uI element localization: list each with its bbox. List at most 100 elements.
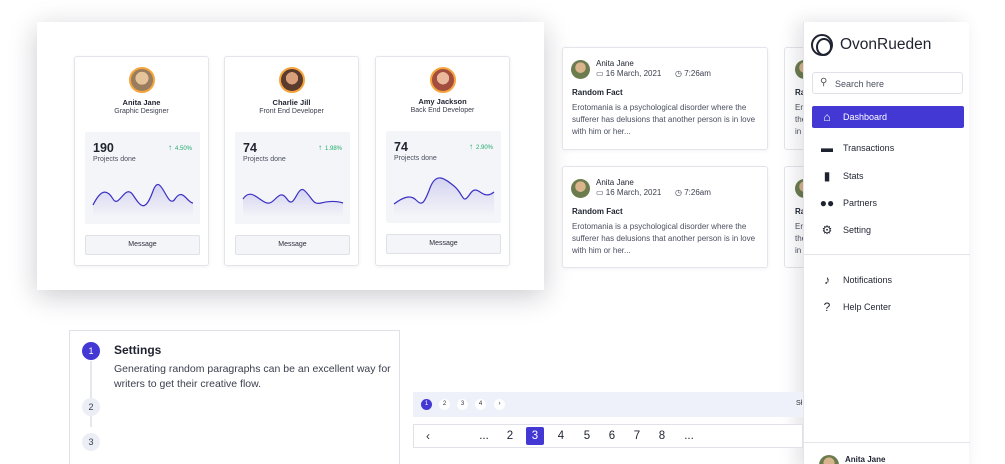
post-time: ◷ 7:26am — [675, 188, 711, 197]
growth-percent: 1.98% — [324, 146, 342, 152]
sidebar-item-notifications[interactable]: ♪ Notifications — [812, 269, 964, 291]
logo-icon — [811, 34, 833, 56]
body-line: in — [795, 246, 802, 255]
body-line: Ero — [795, 103, 808, 112]
author-name: Anita Jane — [596, 59, 634, 68]
avatar — [129, 67, 155, 93]
arrow-up-icon: ↑ — [167, 143, 172, 152]
divider — [804, 442, 970, 443]
page-button-active[interactable]: 3 — [526, 427, 544, 445]
post-title: Random Fact — [572, 88, 623, 97]
sidebar-item-dashboard[interactable]: ⌂ Dashboard — [812, 106, 964, 128]
sidebar-item-transactions[interactable]: ▬ Transactions — [812, 137, 964, 159]
page-button[interactable]: 7 — [633, 430, 641, 442]
body-line: the — [795, 234, 807, 243]
post-body: Ero the in — [795, 221, 807, 257]
search-icon: ⚲ — [820, 77, 828, 88]
step-number[interactable]: 3 — [82, 433, 100, 451]
profile-card: Amy Jackson Back End Developer 74 Projec… — [375, 56, 510, 266]
sidebar-item-help-center[interactable]: ? Help Center — [812, 296, 964, 318]
projects-label: Projects done — [394, 155, 437, 162]
projects-count: 190 — [93, 141, 114, 155]
date-text: 16 March, 2021 — [605, 69, 662, 78]
profile-role: Back End Developer — [410, 107, 475, 114]
step-number[interactable]: 2 — [82, 398, 100, 416]
page-button[interactable]: 8 — [658, 430, 666, 442]
pagination-small: 1 2 3 4 › Sł — [413, 392, 803, 417]
bar-chart-icon: ▮ — [823, 169, 831, 183]
profile-role: Front End Developer — [259, 108, 324, 115]
post-body: Erotomania is a psychological disorder w… — [572, 103, 756, 136]
post-body: Ero the in — [795, 102, 807, 138]
help-icon: ? — [823, 300, 831, 314]
sidebar-item-setting[interactable]: ⚙ Setting — [812, 219, 964, 241]
sidebar-item-label: Transactions — [843, 143, 895, 153]
page-ellipsis: ... — [684, 430, 694, 442]
step-connector — [90, 361, 92, 427]
sidebar-user[interactable]: Anita Jane — [815, 453, 965, 464]
message-button[interactable]: Message — [386, 234, 501, 254]
feed-card: Anita Jane ▭ 16 March, 2021 ◷ 7:26am Ran… — [562, 166, 768, 268]
date-text: 16 March, 2021 — [605, 188, 662, 197]
arrow-up-icon: ↑ — [468, 142, 473, 151]
message-button[interactable]: Message — [235, 235, 350, 255]
sidebar-item-label: Stats — [843, 171, 864, 181]
body-line: the — [795, 115, 807, 124]
card-icon: ▬ — [821, 141, 833, 155]
stepper: 1 Settings Generating random paragraphs … — [69, 330, 400, 464]
search-box: ⚲ — [812, 72, 963, 94]
page-button[interactable]: 2 — [439, 399, 450, 410]
growth-percent: 4.50% — [174, 146, 192, 152]
sparkline-chart — [242, 188, 344, 217]
sidebar-item-label: Setting — [843, 225, 872, 235]
step-title: Settings — [114, 343, 162, 357]
divider — [804, 254, 970, 255]
sidebar-item-label: Help Center — [843, 302, 892, 312]
arrow-up-icon: ↑ — [317, 143, 322, 152]
sidebar-item-partners[interactable]: ●● Partners — [812, 192, 964, 214]
stats-box: 74 Projects done ↑ 2.90% — [386, 131, 501, 223]
profile-name: Charlie Jill — [272, 98, 311, 107]
page-button[interactable]: 3 — [457, 399, 468, 410]
page-button[interactable]: 6 — [608, 430, 616, 442]
feed-card: Anita Jane ▭ 16 March, 2021 ◷ 7:26am Ran… — [562, 47, 768, 150]
search-input[interactable] — [835, 76, 955, 91]
calendar-icon: ▭ — [596, 69, 606, 78]
sidebar-item-label: Dashboard — [843, 112, 888, 122]
page-button[interactable]: 4 — [557, 430, 565, 442]
brand-name: OvonRueden — [840, 36, 932, 53]
author-name: Anita Jane — [596, 178, 634, 187]
page-button[interactable]: 1 — [421, 399, 432, 410]
sparkline-chart — [393, 177, 495, 216]
sparkline-chart — [92, 183, 194, 217]
projects-label: Projects done — [93, 156, 136, 163]
next-page-icon[interactable]: › — [494, 399, 505, 410]
time-text: 7:26am — [684, 188, 711, 197]
prev-page-icon[interactable]: ‹ — [426, 429, 430, 443]
page-button[interactable]: 2 — [506, 430, 514, 442]
body-line: in — [795, 127, 802, 136]
clock-icon: ◷ — [675, 69, 685, 78]
page-info-text: Sł — [796, 400, 803, 407]
profile-name: Anita Jane — [122, 98, 161, 107]
post-date: ▭ 16 March, 2021 — [596, 188, 661, 197]
profile-name: Amy Jackson — [418, 97, 467, 106]
page-button[interactable]: 4 — [475, 399, 486, 410]
people-icon: ●● — [819, 196, 835, 210]
page-ellipsis: ... — [479, 430, 489, 442]
step-number[interactable]: 1 — [82, 342, 100, 360]
step-description: Generating random paragraphs can be an e… — [114, 363, 391, 390]
projects-label: Projects done — [243, 156, 286, 163]
avatar — [571, 179, 590, 198]
body-line: Ero — [795, 222, 808, 231]
growth-badge: ↑ 2.90% — [469, 142, 493, 151]
avatar — [279, 67, 305, 93]
sidebar-item-stats[interactable]: ▮ Stats — [812, 165, 964, 187]
profile-card: Charlie Jill Front End Developer 74 Proj… — [224, 56, 359, 266]
sidebar-item-label: Notifications — [843, 275, 893, 285]
post-title: Random Fact — [572, 207, 623, 216]
growth-percent: 2.90% — [475, 145, 493, 151]
page-button[interactable]: 5 — [583, 430, 591, 442]
message-button[interactable]: Message — [85, 235, 200, 255]
sidebar-user[interactable] — [816, 21, 966, 41]
